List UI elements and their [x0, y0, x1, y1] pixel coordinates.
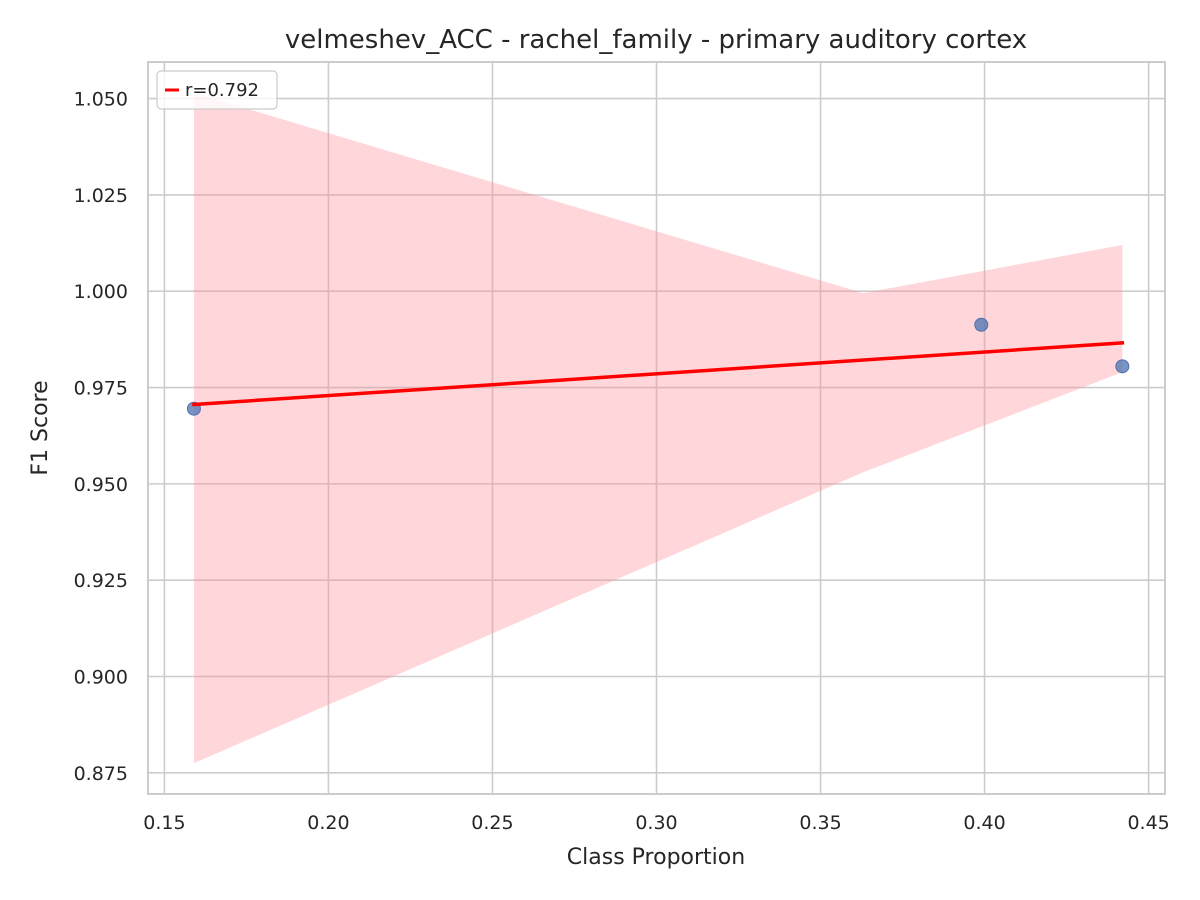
confidence-band [193, 92, 1123, 764]
y-tick-label: 1.025 [74, 185, 128, 207]
x-tick-label: 0.30 [635, 812, 677, 834]
y-tick-label: 0.950 [74, 474, 128, 496]
regression-line [192, 340, 1125, 407]
x-tick-labels: 0.15 0.20 0.25 0.30 0.35 0.40 0.45 [143, 812, 1170, 834]
x-tick-label: 0.40 [963, 812, 1005, 834]
x-tick-label: 0.15 [143, 812, 185, 834]
x-tick-label: 0.45 [1127, 812, 1169, 834]
y-tick-label: 0.975 [74, 378, 128, 400]
y-tick-label: 1.050 [74, 89, 128, 111]
data-point [1115, 359, 1130, 374]
data-point [974, 317, 989, 332]
grid [148, 62, 1165, 794]
y-axis-label: F1 Score [28, 380, 53, 475]
x-tick-label: 0.35 [799, 812, 841, 834]
points-layer [186, 317, 1130, 416]
chart-title: velmeshev_ACC - rachel_family - primary … [285, 25, 1027, 55]
regression-layer [192, 340, 1125, 407]
x-tick-label: 0.25 [471, 812, 513, 834]
plot-frame [147, 61, 1166, 795]
y-tick-label: 1.000 [74, 281, 128, 303]
y-tick-label: 0.925 [74, 570, 128, 592]
legend-box [156, 70, 278, 110]
x-tick-label: 0.20 [307, 812, 349, 834]
y-tick-label: 0.900 [74, 666, 128, 688]
confidence-band-layer [193, 92, 1123, 764]
legend: r=0.792 [156, 70, 278, 110]
y-tick-label: 0.875 [74, 763, 128, 785]
legend-label: r=0.792 [185, 80, 259, 101]
y-tick-labels: 0.875 0.900 0.925 0.950 0.975 1.000 1.025 1.050 [74, 89, 128, 785]
x-axis-label: Class Proportion [567, 845, 745, 870]
